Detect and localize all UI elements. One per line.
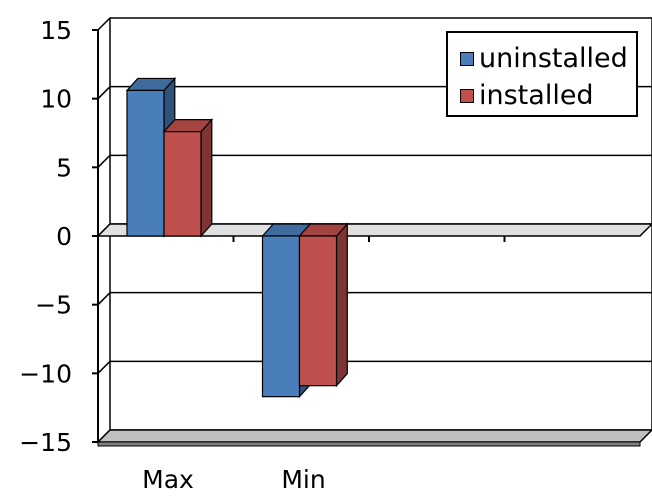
bar-min-installed (298, 235, 338, 387)
bar-max-installed-side (200, 118, 213, 238)
y-tick-label-6: −15 (19, 428, 72, 457)
gridline-side-1 (97, 86, 111, 100)
x-category-label-0: Max (142, 465, 194, 494)
y-tick-label-4: −5 (35, 291, 72, 320)
gridline-side-4 (97, 292, 111, 306)
y-tick-label-0: 15 (40, 16, 72, 45)
legend-swatch-uninstalled (460, 51, 474, 66)
plot-floor (96, 429, 652, 443)
legend-label-installed: installed (479, 80, 594, 111)
legend: uninstalled installed (446, 31, 638, 117)
floor-edge (97, 441, 641, 447)
zero-plane (96, 223, 652, 237)
bar-min-installed-side (335, 222, 348, 388)
legend-item-uninstalled: uninstalled (460, 40, 636, 77)
y-tick-label-3: 0 (56, 222, 72, 251)
y-tick-label-5: −10 (19, 359, 72, 388)
gridline-side-2 (97, 154, 111, 168)
legend-item-installed: installed (460, 77, 636, 114)
legend-label-uninstalled: uninstalled (479, 43, 628, 74)
bar-max-uninstalled (126, 89, 165, 237)
bar-min-uninstalled (261, 235, 301, 398)
x-category-label-1: Min (281, 465, 325, 494)
y-tick-label-1: 10 (40, 85, 72, 114)
y-tick-label-2: 5 (56, 153, 72, 182)
bar-max-installed (163, 131, 202, 237)
gridline-side-5 (97, 360, 111, 374)
legend-swatch-installed (460, 88, 474, 103)
